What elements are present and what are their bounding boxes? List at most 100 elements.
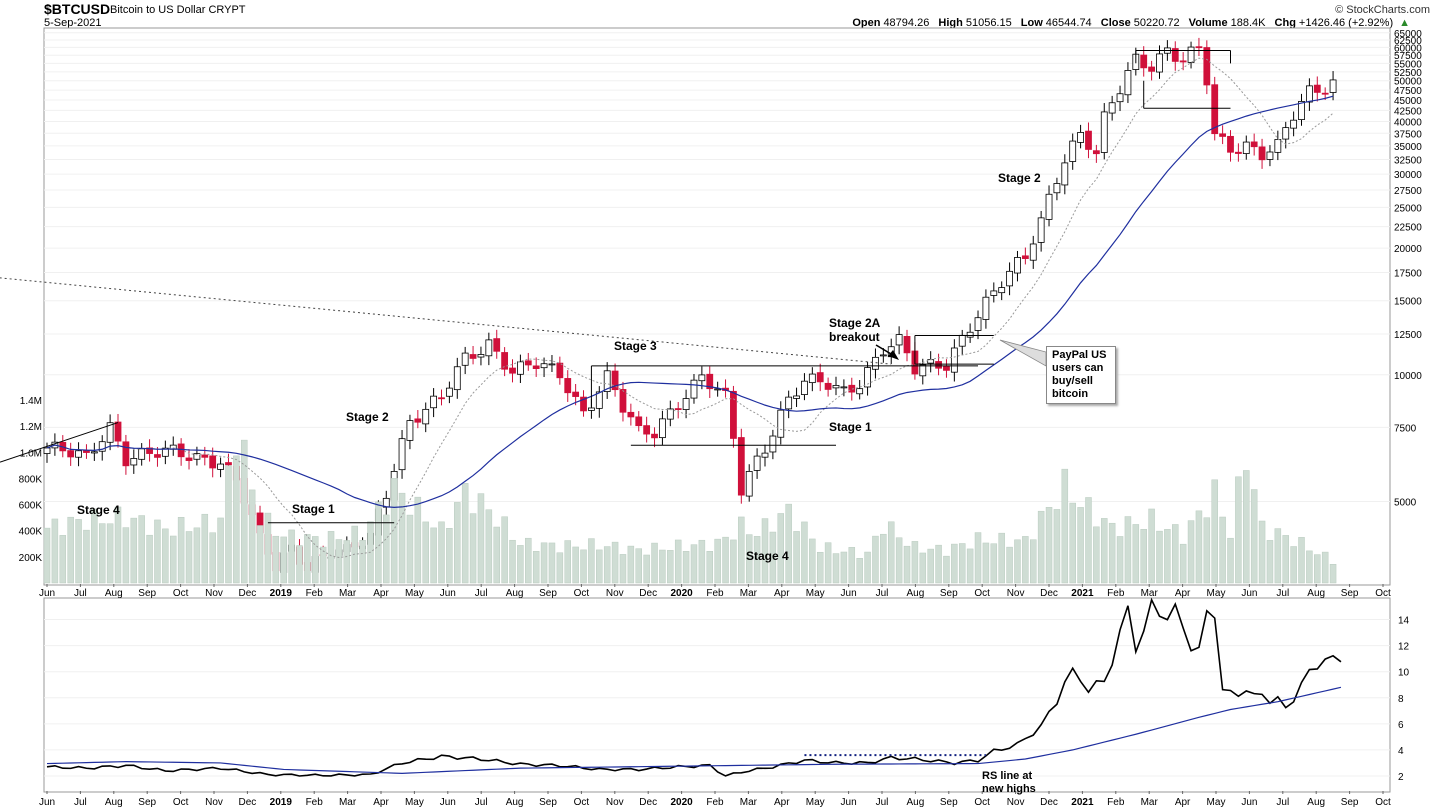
x-tick-label: Apr: [774, 588, 790, 599]
candle-body: [737, 437, 745, 496]
annotation-rs-new-highs: RS line at new highs: [982, 770, 1036, 795]
x-tick-label: Mar: [1141, 797, 1159, 808]
price-tick-label: 12500: [1394, 330, 1422, 341]
x-tick-label: 2021: [1071, 588, 1094, 599]
volume-bar: [611, 541, 619, 584]
annotation-stage4-left: Stage 4: [77, 503, 120, 517]
x-tick-label: May: [405, 588, 424, 599]
volume-bar: [1140, 529, 1147, 584]
candle-body: [808, 373, 816, 384]
volume-bar: [304, 534, 311, 584]
low-value: 46544.74: [1045, 17, 1092, 29]
x-tick-label: Sep: [1341, 588, 1359, 599]
volume-bar: [1290, 546, 1297, 584]
volume-bar: [1321, 551, 1329, 584]
candle-body: [643, 425, 651, 435]
price-tick-label: 47500: [1394, 86, 1422, 97]
volume-bar: [872, 535, 879, 584]
x-tick-label: Jul: [475, 588, 488, 599]
price-tick-label: 20000: [1394, 244, 1422, 255]
volume-bar: [217, 517, 224, 584]
volume-bar: [572, 546, 579, 584]
x-tick-label: May: [1207, 588, 1226, 599]
x-tick-label: Oct: [1375, 588, 1391, 599]
candle-body: [477, 354, 485, 358]
volume-bar: [91, 508, 98, 584]
price-tick-label: 52500: [1394, 68, 1422, 79]
volume-bar: [477, 493, 485, 584]
volume-bar: [1282, 535, 1289, 584]
x-tick-label: Dec: [239, 588, 257, 599]
x-tick-label: Sep: [539, 797, 557, 808]
volume-bar: [1053, 509, 1061, 584]
candle-body: [1045, 193, 1053, 220]
volume-bar: [75, 519, 82, 584]
ma-short-line: [46, 57, 1334, 559]
candle-body: [966, 331, 974, 338]
x-tick-label: Mar: [1141, 588, 1159, 599]
price-tick-label: 60000: [1394, 43, 1422, 54]
candle-body: [777, 409, 785, 438]
candle-body: [753, 455, 761, 471]
candle-body: [414, 418, 422, 423]
candle-body: [524, 360, 532, 366]
volume-bar: [1014, 539, 1021, 584]
volume-bar: [722, 536, 729, 584]
x-tick-label: Oct: [173, 588, 189, 599]
volume-bar: [430, 527, 437, 584]
volume-bar: [272, 535, 280, 584]
candle-body: [1124, 70, 1132, 96]
x-tick-label: Jun: [39, 797, 55, 808]
x-tick-label: Oct: [1375, 797, 1391, 808]
volume-bar: [651, 542, 658, 584]
volume-bar: [643, 554, 650, 584]
volume-bar: [1077, 507, 1084, 584]
candle-body: [98, 441, 106, 452]
volume-bar: [966, 548, 974, 584]
x-tick-label: 2020: [670, 588, 693, 599]
x-tick-label: Jun: [440, 588, 456, 599]
volume-bar: [1187, 520, 1195, 584]
price-tick-label: 30000: [1394, 170, 1422, 181]
volume-bar: [1172, 524, 1179, 584]
x-tick-label: Jul: [1276, 588, 1289, 599]
price-tick-label: 7500: [1394, 423, 1417, 434]
annotation-stage3: Stage 3: [614, 339, 657, 353]
ticker-symbol: $BTCUSD: [44, 1, 111, 17]
candle-body: [90, 451, 98, 454]
candle-body: [122, 441, 130, 467]
x-tick-label: Nov: [606, 797, 624, 808]
candle-body: [406, 420, 414, 441]
candle-body: [469, 354, 477, 359]
volume-bar: [564, 540, 571, 584]
candle-body: [225, 462, 232, 466]
volume-bar: [1179, 543, 1187, 584]
up-arrow-icon: ▲: [1399, 17, 1410, 29]
x-tick-label: Sep: [138, 588, 156, 599]
volume-bar: [982, 542, 990, 584]
x-tick-label: 2021: [1071, 797, 1094, 808]
volume-bar: [809, 538, 816, 584]
volume-bar: [840, 551, 848, 584]
x-tick-label: Nov: [1007, 588, 1025, 599]
volume-bar: [919, 552, 927, 584]
annotation-stage2-left: Stage 2: [346, 410, 389, 424]
volume-bar: [406, 514, 414, 584]
volume-bar: [327, 531, 335, 584]
candle-body: [990, 290, 998, 296]
candle-body: [540, 363, 548, 369]
volume-bar: [454, 502, 461, 584]
volume-bar: [233, 455, 240, 584]
candle-body: [1234, 151, 1242, 154]
volume-bar: [1164, 529, 1171, 584]
volume-bar: [390, 478, 398, 584]
candle-body: [532, 365, 540, 370]
volume-bar: [690, 544, 698, 584]
volume-bar: [422, 521, 429, 584]
x-tick-label: Aug: [1307, 588, 1325, 599]
volume-bar: [296, 545, 303, 584]
volume-bar: [714, 538, 721, 584]
volume-bar: [98, 523, 106, 584]
candle-body: [998, 287, 1006, 294]
candle-body: [730, 390, 737, 439]
